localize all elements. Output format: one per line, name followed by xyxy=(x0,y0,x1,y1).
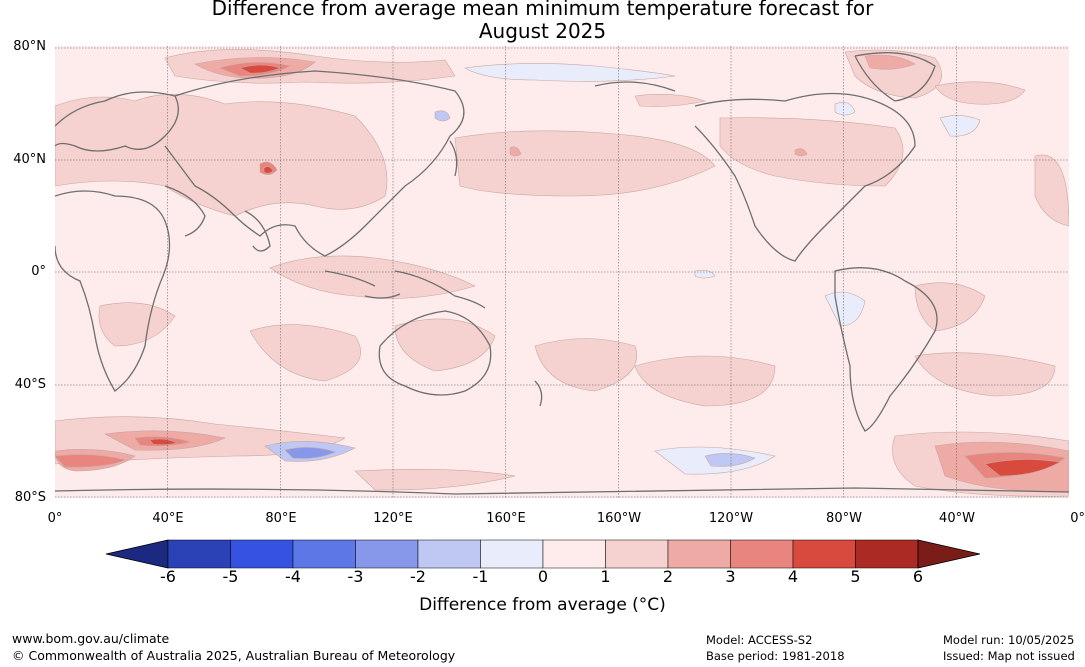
lon-tick-40e: 40°E xyxy=(152,511,184,526)
colorbar-segment xyxy=(667,539,731,569)
lon-tick-80w: 80°W xyxy=(826,511,862,526)
colorbar-tick-label: 0 xyxy=(537,567,549,586)
lon-tick-160e: 160°E xyxy=(486,511,526,526)
colorbar-segment xyxy=(355,539,419,569)
colorbar-segment xyxy=(605,539,669,569)
colorbar-segment xyxy=(542,539,606,569)
colorbar-tick-label: 1 xyxy=(600,567,611,586)
colorbar-title: Difference from average (°C) xyxy=(419,595,666,615)
footer-base-period: Base period: 1981-2018 xyxy=(706,649,845,663)
footer-copyright: © Commonwealth of Australia 2025, Austra… xyxy=(12,648,456,663)
lon-tick-120e: 120°E xyxy=(373,511,413,526)
colorbar-extend-high xyxy=(917,539,981,569)
lat-tick-80s: 80°S xyxy=(14,490,46,505)
colorbar-segment xyxy=(167,539,231,569)
lat-tick-0: 0° xyxy=(31,264,46,279)
lat-tick-80n: 80°N xyxy=(13,39,46,54)
forecast-map xyxy=(54,46,1070,498)
colorbar-svg xyxy=(105,539,981,569)
colorbar-segment xyxy=(480,539,544,569)
map-svg xyxy=(54,46,1070,498)
colorbar-tick-label: -1 xyxy=(472,567,489,586)
colorbar-tick-label: -2 xyxy=(410,567,426,586)
footer-issued: Issued: Map not issued xyxy=(943,649,1075,663)
colorbar-tick-label: 2 xyxy=(662,567,674,586)
colorbar-tick-label: 3 xyxy=(725,567,736,586)
map-title: Difference from average mean minimum tem… xyxy=(0,0,1085,43)
coastlines xyxy=(54,52,1070,495)
gridlines xyxy=(55,46,1069,498)
colorbar-tick-label: -3 xyxy=(347,567,364,586)
colorbar-segment xyxy=(292,539,356,569)
footer-website: www.bom.gov.au/climate xyxy=(12,631,170,646)
lon-tick-0: 0° xyxy=(47,511,63,526)
colorbar-extend-low xyxy=(105,539,169,569)
colorbar-segment xyxy=(855,539,919,569)
colorbar-tick-label: 5 xyxy=(850,567,861,586)
footer-model: Model: ACCESS-S2 xyxy=(706,633,813,647)
colorbar-segment xyxy=(417,539,481,569)
colorbar-tick-label: 4 xyxy=(787,567,799,586)
colorbar-tick-label: -4 xyxy=(285,567,301,586)
colorbar xyxy=(105,538,981,576)
colorbar-tick-label: 6 xyxy=(912,567,924,586)
lon-tick-120w: 120°W xyxy=(708,511,754,526)
lat-tick-40s: 40°S xyxy=(14,377,46,392)
anomaly-patches xyxy=(54,49,1070,497)
lat-tick-40n: 40°N xyxy=(13,152,46,167)
title-line-2: August 2025 xyxy=(478,19,607,43)
colorbar-segment xyxy=(792,539,856,569)
lon-tick-0-end: 0° xyxy=(1070,511,1085,526)
lon-tick-80e: 80°E xyxy=(265,511,297,526)
colorbar-segment xyxy=(730,539,794,569)
colorbar-tick-label: -6 xyxy=(160,567,176,586)
colorbar-segment xyxy=(230,539,294,569)
colorbar-tick-label: -5 xyxy=(222,567,239,586)
title-line-1: Difference from average mean minimum tem… xyxy=(211,0,874,20)
lon-tick-40w: 40°W xyxy=(939,511,975,526)
lon-tick-160w: 160°W xyxy=(596,511,642,526)
footer-model-run: Model run: 10/05/2025 xyxy=(943,633,1075,647)
